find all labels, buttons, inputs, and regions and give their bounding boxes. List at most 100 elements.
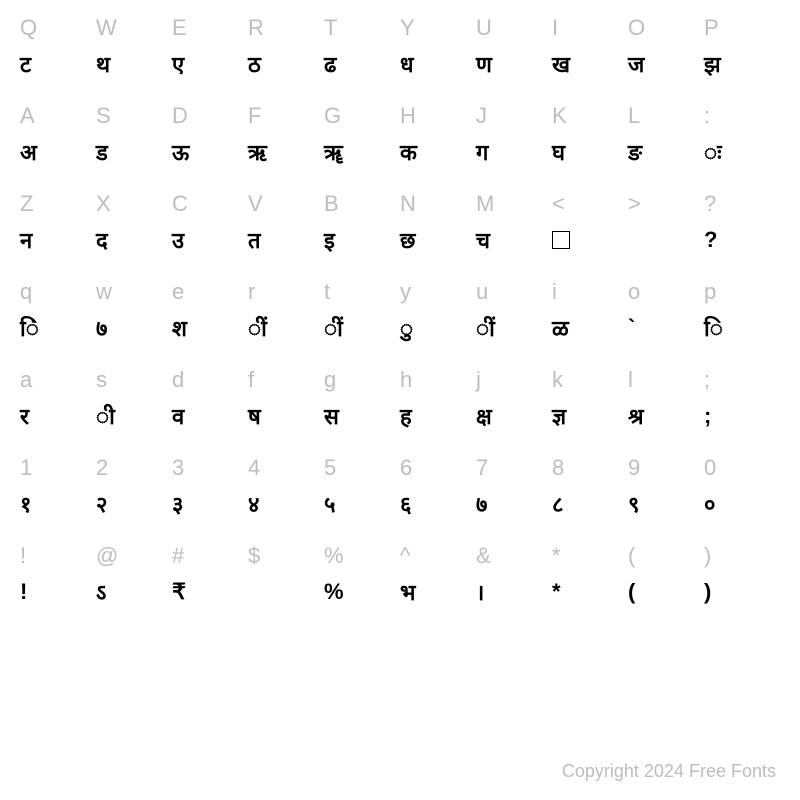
mapped-glyph: व bbox=[172, 398, 184, 434]
key-label: 2 bbox=[96, 450, 108, 486]
key-label: 4 bbox=[248, 450, 260, 486]
key-label: % bbox=[324, 538, 344, 574]
charmap-cell: Nछ bbox=[400, 186, 476, 274]
charmap-cell: aर bbox=[20, 362, 96, 450]
key-label: g bbox=[324, 362, 336, 398]
key-label: B bbox=[324, 186, 339, 222]
key-label: j bbox=[476, 362, 481, 398]
charmap-cell: gस bbox=[324, 362, 400, 450]
charmap-cell: dव bbox=[172, 362, 248, 450]
mapped-glyph: ? bbox=[704, 222, 717, 258]
charmap-cell: Pझ bbox=[704, 10, 780, 98]
mapped-glyph: ड bbox=[96, 134, 108, 170]
key-label: a bbox=[20, 362, 32, 398]
charmap-cell: ;; bbox=[704, 362, 780, 450]
mapped-glyph: छ bbox=[400, 222, 415, 258]
mapped-glyph: स bbox=[324, 398, 339, 434]
key-label: u bbox=[476, 274, 488, 310]
charmap-cell: $ bbox=[248, 538, 324, 626]
key-label: ^ bbox=[400, 538, 410, 574]
mapped-glyph: ७ bbox=[96, 310, 107, 346]
charmap-cell: Qट bbox=[20, 10, 96, 98]
charmap-cell: Wथ bbox=[96, 10, 172, 98]
key-label: O bbox=[628, 10, 645, 46]
key-label: V bbox=[248, 186, 263, 222]
key-label: o bbox=[628, 274, 640, 310]
mapped-glyph: ध bbox=[400, 46, 414, 82]
charmap-cell: 0० bbox=[704, 450, 780, 538]
key-label: q bbox=[20, 274, 32, 310]
mapped-glyph: ः bbox=[704, 134, 722, 170]
key-label: X bbox=[96, 186, 111, 222]
charmap-cell: Aअ bbox=[20, 98, 96, 186]
charmap-cell: 4४ bbox=[248, 450, 324, 538]
mapped-glyph: * bbox=[552, 574, 561, 610]
key-label: * bbox=[552, 538, 561, 574]
mapped-glyph: ङ bbox=[628, 134, 642, 170]
key-label: y bbox=[400, 274, 411, 310]
charmap-cell: hह bbox=[400, 362, 476, 450]
key-label: 1 bbox=[20, 450, 32, 486]
mapped-glyph: ठ bbox=[248, 46, 261, 82]
key-label: < bbox=[552, 186, 565, 222]
mapped-glyph: क bbox=[400, 134, 417, 170]
key-label: C bbox=[172, 186, 188, 222]
key-label: $ bbox=[248, 538, 260, 574]
mapped-glyph: ७ bbox=[476, 486, 487, 522]
charmap-cell: Dऊ bbox=[172, 98, 248, 186]
charmap-cell: Bइ bbox=[324, 186, 400, 274]
key-label: J bbox=[476, 98, 487, 134]
mapped-glyph: उ bbox=[172, 222, 184, 258]
charmap-cell: 6६ bbox=[400, 450, 476, 538]
key-label: N bbox=[400, 186, 416, 222]
mapped-glyph: ि bbox=[704, 310, 723, 346]
charmap-cell: 7७ bbox=[476, 450, 552, 538]
key-label: > bbox=[628, 186, 641, 222]
charmap-cell: Eए bbox=[172, 10, 248, 98]
charmap-cell: (( bbox=[628, 538, 704, 626]
key-label: ; bbox=[704, 362, 710, 398]
key-label: F bbox=[248, 98, 261, 134]
mapped-glyph: अ bbox=[20, 134, 37, 170]
mapped-glyph: न bbox=[20, 222, 32, 258]
charmap-cell: Vत bbox=[248, 186, 324, 274]
key-label: ) bbox=[704, 538, 711, 574]
mapped-glyph: ऋ bbox=[248, 134, 267, 170]
charmap-cell: jक्ष bbox=[476, 362, 552, 450]
mapped-glyph: श्र bbox=[628, 398, 644, 434]
charmap-cell: &। bbox=[476, 538, 552, 626]
key-label: Z bbox=[20, 186, 33, 222]
charmap-cell: :ः bbox=[704, 98, 780, 186]
charmap-cell: > bbox=[628, 186, 704, 274]
mapped-glyph: त bbox=[248, 222, 261, 258]
mapped-glyph: र bbox=[20, 398, 29, 434]
key-label: h bbox=[400, 362, 412, 398]
key-label: 7 bbox=[476, 450, 488, 486]
charmap-cell: ^भ bbox=[400, 538, 476, 626]
key-label: K bbox=[552, 98, 567, 134]
key-label: 0 bbox=[704, 450, 716, 486]
key-label: Q bbox=[20, 10, 37, 46]
mapped-glyph: ी bbox=[96, 398, 115, 434]
charmap-cell: #₹ bbox=[172, 538, 248, 626]
mapped-glyph: झ bbox=[704, 46, 721, 82]
charmap-cell: Xद bbox=[96, 186, 172, 274]
charmap-cell: 2२ bbox=[96, 450, 172, 538]
key-label: ! bbox=[20, 538, 26, 574]
mapped-glyph: ० bbox=[704, 486, 715, 522]
key-label: w bbox=[96, 274, 112, 310]
key-label: t bbox=[324, 274, 330, 310]
key-label: ? bbox=[704, 186, 716, 222]
mapped-glyph: ४ bbox=[248, 486, 259, 522]
key-label: 9 bbox=[628, 450, 640, 486]
mapped-glyph: ८ bbox=[552, 486, 563, 522]
key-label: d bbox=[172, 362, 184, 398]
charmap-cell: 5५ bbox=[324, 450, 400, 538]
key-label: A bbox=[20, 98, 35, 134]
charmap-cell: Gॠ bbox=[324, 98, 400, 186]
charmap-cell: Tढ bbox=[324, 10, 400, 98]
mapped-glyph: ! bbox=[20, 574, 27, 610]
key-label: W bbox=[96, 10, 117, 46]
charmap-cell: )) bbox=[704, 538, 780, 626]
mapped-glyph: घ bbox=[552, 134, 565, 170]
